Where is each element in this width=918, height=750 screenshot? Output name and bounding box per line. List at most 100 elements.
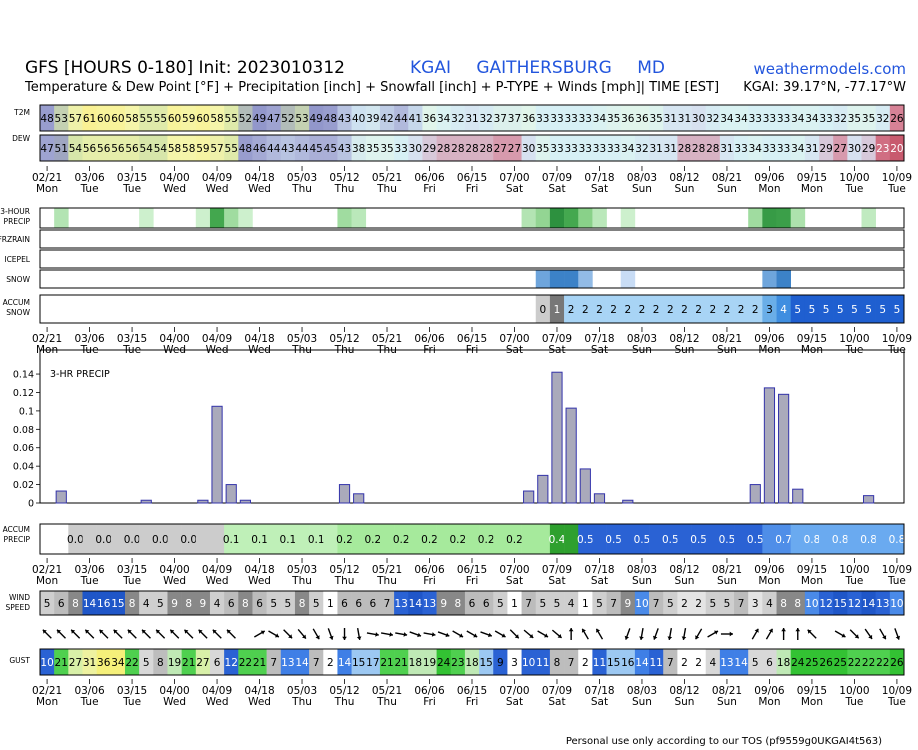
dew-value: 28 <box>692 143 705 155</box>
date-axis-4-date: 05/21 <box>372 685 402 697</box>
dew-value: 33 <box>394 143 407 155</box>
wind-speed-cell <box>464 591 480 615</box>
precip-ytick-label: 0.1 <box>19 406 34 417</box>
wind-arrow-head <box>487 632 492 638</box>
t2m-value: 36 <box>522 113 536 125</box>
dew-value: 34 <box>749 143 763 155</box>
accum-snow-value: 0 <box>539 304 546 316</box>
t2m-cell <box>606 105 622 131</box>
gust-cell <box>889 649 905 675</box>
accum-snow-cell <box>564 295 579 323</box>
date-axis-1-date: 04/18 <box>244 172 274 184</box>
gust-value: 25 <box>805 657 818 669</box>
date-axis-3-date: 05/03 <box>287 564 317 576</box>
wind-speed-cell <box>40 591 55 615</box>
wind-speed-value: 8 <box>794 598 801 610</box>
wind-speed-value: 5 <box>497 598 504 610</box>
dew-cell <box>365 135 381 161</box>
accum-precip-cell <box>124 524 140 554</box>
date-axis-2-date: 08/03 <box>627 333 657 345</box>
date-axis-1-date: 10/09 <box>882 172 912 184</box>
accum-precip-cell <box>450 524 466 554</box>
t2m-value: 42 <box>380 113 393 125</box>
gust-value: 15 <box>479 657 492 669</box>
date-axis-1-day: Sat <box>506 183 523 195</box>
wind-speed-value: 9 <box>440 598 447 610</box>
gust-value: 5 <box>752 657 759 669</box>
gust-cell <box>294 649 310 675</box>
gust-cell <box>124 649 140 675</box>
wind-speed-cell <box>408 591 423 615</box>
wind-speed-value: 6 <box>256 598 263 610</box>
wind-speed-cell <box>592 591 607 615</box>
dew-cell <box>394 135 409 161</box>
wind-speed-value: 2 <box>695 598 702 610</box>
t2m-cell <box>82 105 97 131</box>
wind-speed-value: 5 <box>539 598 546 610</box>
precip3-cell <box>351 208 367 228</box>
dew-value: 54 <box>154 143 168 155</box>
dew-cell <box>521 135 537 161</box>
wind-arrow-head <box>514 634 519 639</box>
t2m-value: 31 <box>465 113 478 125</box>
t2m-value: 61 <box>83 113 96 125</box>
accum-precip-cell <box>266 524 282 554</box>
dew-cell <box>634 135 650 161</box>
t2m-value: 55 <box>225 113 238 125</box>
t2m-cell <box>649 105 664 131</box>
date-axis-4-day: Tue <box>80 696 99 708</box>
row-label-precip3: 3-HOUR <box>0 207 30 216</box>
date-axis-2-date: 04/00 <box>159 333 189 345</box>
accum-precip-cell <box>280 524 296 554</box>
dew-cell <box>790 135 806 161</box>
precip3-cell <box>861 208 876 228</box>
date-axis-1-date: 05/03 <box>287 172 317 184</box>
wind-arrow-head <box>375 632 379 637</box>
accum-snow-cell <box>833 295 848 323</box>
wind-arrow-head <box>445 632 450 638</box>
gust-value: 18 <box>777 657 790 669</box>
date-axis-2-date: 08/12 <box>669 333 699 345</box>
wind-speed-value: 2 <box>681 598 688 610</box>
wind-arrow-head <box>356 636 362 640</box>
gust-value: 14 <box>338 657 352 669</box>
dew-value: 46 <box>253 143 267 155</box>
precip-ytick-label: 0.02 <box>13 480 34 491</box>
gust-cell <box>762 649 777 675</box>
accum-precip-cell <box>351 524 367 554</box>
accum-snow-cell <box>847 295 862 323</box>
accum-precip-cell <box>819 524 834 554</box>
t2m-value: 26 <box>890 113 904 125</box>
gust-value: 2 <box>582 657 589 669</box>
dew-value: 48 <box>239 143 252 155</box>
gust-value: 31 <box>83 657 96 669</box>
site-link[interactable]: weathermodels.com <box>753 60 906 78</box>
gust-value: 22 <box>239 657 252 669</box>
wind-speed-cell <box>620 591 636 615</box>
t2m-value: 48 <box>324 113 337 125</box>
wind-arrow-head <box>841 633 846 638</box>
wind-speed-cell <box>762 591 777 615</box>
dew-value: 56 <box>97 143 111 155</box>
t2m-cell <box>663 105 678 131</box>
gust-cell <box>394 649 409 675</box>
date-axis-3-day: Fri <box>466 575 479 587</box>
accum-precip-cell <box>365 524 381 554</box>
date-axis-3-day: Sun <box>632 575 652 587</box>
accum-snow-value: 2 <box>582 304 589 316</box>
dew-cell <box>351 135 367 161</box>
dew-value: 20 <box>890 143 903 155</box>
wind-speed-cell <box>819 591 834 615</box>
dew-cell <box>535 135 551 161</box>
accum-precip-cell <box>139 524 154 554</box>
accum-snow-value: 5 <box>879 304 886 316</box>
date-axis-1-date: 06/15 <box>457 172 487 184</box>
wind-speed-cell <box>734 591 749 615</box>
date-axis-2-date: 02/21 <box>32 333 62 345</box>
wind-speed-value: 14 <box>83 598 97 610</box>
dew-value: 28 <box>678 143 691 155</box>
t2m-cell <box>40 105 55 131</box>
date-axis-2-date: 09/06 <box>754 333 785 345</box>
wind-speed-value: 16 <box>97 598 111 610</box>
accum-snow-cell <box>620 295 636 323</box>
